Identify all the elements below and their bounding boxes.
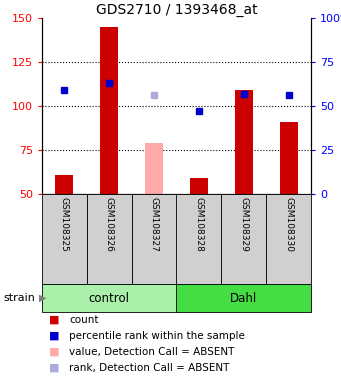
Bar [42, 194, 87, 284]
Bar [177, 194, 221, 284]
Bar [87, 194, 132, 284]
Text: ■: ■ [49, 331, 59, 341]
Text: GSM108326: GSM108326 [105, 197, 114, 252]
Text: control: control [89, 291, 130, 305]
Bar [221, 194, 266, 284]
Text: GSM108329: GSM108329 [239, 197, 248, 252]
Bar [190, 178, 208, 194]
Bar [145, 143, 163, 194]
Bar [266, 194, 311, 284]
Bar [280, 122, 298, 194]
Text: Dahl: Dahl [230, 291, 257, 305]
Text: percentile rank within the sample: percentile rank within the sample [69, 331, 245, 341]
Text: ■: ■ [49, 315, 59, 325]
Bar [132, 194, 177, 284]
Text: count: count [69, 315, 99, 325]
Bar [56, 175, 73, 194]
Text: strain: strain [3, 293, 35, 303]
Text: value, Detection Call = ABSENT: value, Detection Call = ABSENT [69, 347, 235, 357]
Text: GSM108325: GSM108325 [60, 197, 69, 252]
Text: GSM108327: GSM108327 [150, 197, 159, 252]
Bar [42, 284, 177, 312]
Text: GSM108328: GSM108328 [194, 197, 204, 252]
Bar [235, 90, 253, 194]
Text: rank, Detection Call = ABSENT: rank, Detection Call = ABSENT [69, 363, 229, 373]
Text: ■: ■ [49, 347, 59, 357]
Title: GDS2710 / 1393468_at: GDS2710 / 1393468_at [96, 3, 257, 17]
Text: ▶: ▶ [39, 293, 46, 303]
Text: ■: ■ [49, 363, 59, 373]
Text: GSM108330: GSM108330 [284, 197, 293, 252]
Bar [100, 27, 118, 194]
Bar [177, 284, 311, 312]
